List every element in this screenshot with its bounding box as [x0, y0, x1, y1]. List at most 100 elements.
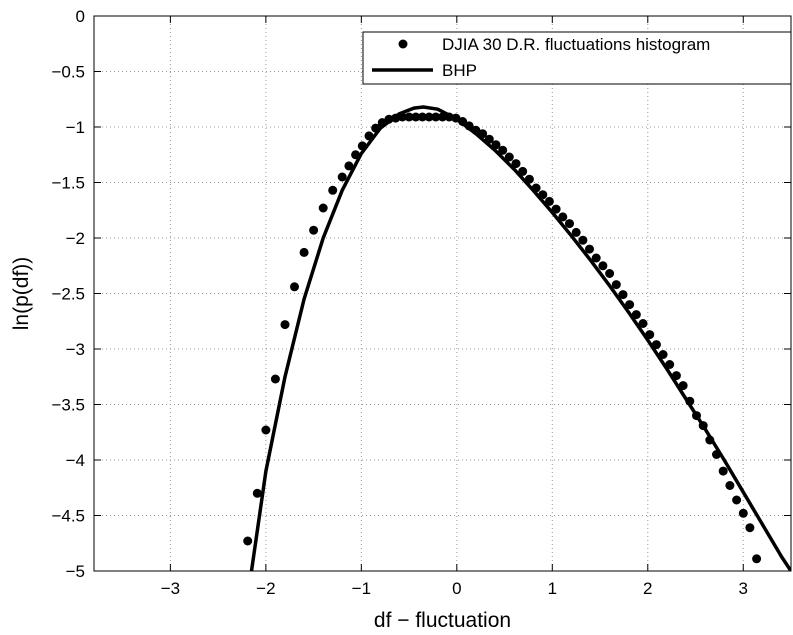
- data-point: [424, 112, 434, 122]
- x-tick-label: −2: [256, 579, 275, 598]
- y-tick-label: −3: [66, 340, 85, 359]
- data-point: [498, 145, 508, 155]
- y-tick-label: −5: [66, 562, 85, 581]
- data-point: [558, 212, 568, 222]
- data-point: [280, 320, 290, 330]
- data-point: [478, 129, 488, 139]
- data-point: [705, 435, 715, 445]
- data-layer: [243, 105, 791, 571]
- data-point: [732, 495, 742, 505]
- data-point: [638, 319, 648, 328]
- data-point: [518, 166, 528, 176]
- data-point: [357, 141, 367, 151]
- data-point: [384, 114, 394, 124]
- data-point: [631, 310, 641, 320]
- data-point: [665, 360, 675, 369]
- legend-label-bhp: BHP: [442, 61, 477, 80]
- y-tick-label: −1: [66, 118, 85, 137]
- data-point: [431, 112, 441, 122]
- data-point: [458, 117, 468, 126]
- data-point: [551, 204, 561, 214]
- data-point: [397, 112, 407, 122]
- data-point: [685, 396, 695, 406]
- ticks: [94, 15, 791, 572]
- data-point: [531, 183, 541, 193]
- data-point: [451, 113, 461, 123]
- y-tick-label: 0: [76, 7, 85, 26]
- data-point: [745, 523, 755, 533]
- data-point: [471, 125, 481, 135]
- legend-box: [362, 31, 792, 85]
- data-point: [585, 244, 594, 254]
- y-tick-label: −2.5: [51, 285, 85, 304]
- data-point: [438, 112, 447, 122]
- data-point: [328, 185, 338, 195]
- data-point: [364, 131, 374, 141]
- data-point: [299, 247, 309, 257]
- y-tick-label: −2: [66, 229, 85, 248]
- data-point: [270, 374, 280, 384]
- data-point: [645, 330, 655, 340]
- data-point: [252, 488, 262, 498]
- x-tick-label: −3: [161, 579, 180, 598]
- legend: DJIA 30 D.R. fluctuations histogram BHP: [362, 31, 792, 85]
- y-tick-label: −4: [66, 451, 85, 470]
- data-point: [344, 161, 354, 171]
- data-point: [625, 300, 635, 310]
- y-tick-label: −0.5: [51, 63, 85, 82]
- data-point: [692, 411, 701, 421]
- data-point: [752, 554, 762, 564]
- data-point: [371, 123, 381, 133]
- data-point: [243, 536, 253, 546]
- data-point: [611, 280, 621, 290]
- data-point: [391, 113, 401, 123]
- data-point: [678, 381, 688, 391]
- data-point: [444, 112, 454, 122]
- data-point: [591, 253, 601, 263]
- data-point: [658, 350, 668, 359]
- data-point: [738, 508, 748, 518]
- data-point: [565, 219, 574, 229]
- legend-marker-histogram: [398, 39, 408, 49]
- data-point: [261, 425, 271, 435]
- data-point: [351, 150, 361, 160]
- data-point: [464, 121, 474, 131]
- data-point: [578, 235, 588, 245]
- y-tick-label: −4.5: [51, 507, 85, 526]
- legend-label-histogram: DJIA 30 D.R. fluctuations histogram: [442, 35, 710, 54]
- data-point: [511, 159, 521, 169]
- y-axis-label: ln(p(df)): [10, 257, 33, 331]
- data-point: [411, 112, 421, 122]
- data-point: [318, 203, 328, 213]
- data-point: [337, 172, 347, 182]
- data-point: [538, 190, 548, 200]
- data-point: [605, 269, 615, 278]
- x-tick-label: −1: [352, 579, 371, 598]
- data-point: [404, 112, 414, 122]
- data-point: [718, 466, 728, 476]
- data-point: [671, 371, 681, 381]
- data-point: [725, 481, 735, 490]
- y-tick-labels: 0 −0.5 −1 −1.5 −2 −2.5 −3 −3.5 −4 −4.5 −5: [51, 7, 85, 581]
- data-point: [712, 450, 721, 459]
- data-point: [524, 174, 534, 184]
- data-point: [484, 134, 494, 144]
- x-tick-label: 2: [643, 579, 652, 598]
- data-point: [598, 261, 608, 271]
- x-tick-label: 3: [739, 579, 748, 598]
- y-tick-label: −3.5: [51, 396, 85, 415]
- data-point: [651, 340, 661, 350]
- data-point: [698, 421, 708, 431]
- x-axis-label: df − fluctuation: [374, 609, 511, 632]
- data-point: [377, 118, 387, 128]
- x-tick-label: 0: [452, 579, 461, 598]
- data-point: [417, 112, 427, 122]
- x-tick-label: 1: [548, 579, 557, 598]
- data-point: [544, 196, 554, 206]
- y-tick-label: −1.5: [51, 174, 85, 193]
- data-point: [290, 282, 299, 292]
- x-tick-labels: −3 −2 −1 0 1 2 3: [161, 579, 748, 598]
- data-point: [491, 140, 501, 150]
- data-point: [504, 152, 514, 162]
